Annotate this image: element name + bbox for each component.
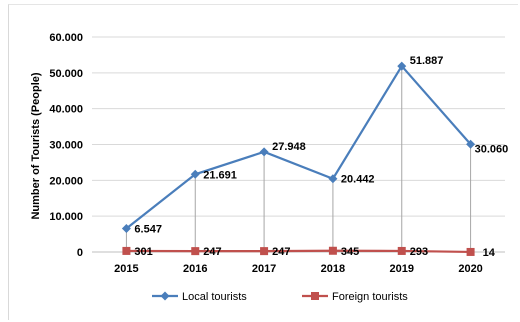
series-point xyxy=(466,139,476,149)
x-tick-label: 2016 xyxy=(183,263,207,275)
legend: Local tourists Foreign tourists xyxy=(152,291,408,303)
legend-marker xyxy=(311,292,319,300)
data-label: 21.691 xyxy=(203,169,237,181)
data-label: 27.948 xyxy=(272,141,306,153)
x-tick-label: 2020 xyxy=(458,263,482,275)
data-label: 51.887 xyxy=(410,55,444,67)
y-axis-label: Number of Tourists (People) xyxy=(30,72,42,219)
y-tick-label: 50.000 xyxy=(49,68,83,80)
x-tick-label: 2019 xyxy=(390,263,414,275)
series-point xyxy=(190,169,200,179)
series-point xyxy=(397,61,407,71)
series-point xyxy=(466,247,475,256)
data-label: 20.442 xyxy=(341,174,375,186)
series-point xyxy=(121,224,131,234)
data-label: 247 xyxy=(203,246,221,258)
y-tick-label: 20.000 xyxy=(49,175,83,187)
y-tick-label: 0 xyxy=(77,247,83,259)
chart-frame xyxy=(8,4,518,320)
data-label: 293 xyxy=(410,246,428,258)
legend-marker xyxy=(160,291,170,301)
x-tick-label: 2015 xyxy=(114,263,138,275)
y-tick-label: 30.000 xyxy=(49,140,83,152)
series-line xyxy=(126,249,471,254)
drop-lines xyxy=(125,66,472,252)
y-tick-label: 40.000 xyxy=(49,104,83,116)
series-point xyxy=(259,147,269,157)
data-label: 14 xyxy=(483,247,496,259)
y-axis-ticks: 0 10.000 20.000 30.000 40.000 50.000 60.000 xyxy=(49,32,83,259)
series-point xyxy=(191,247,200,256)
legend-label: Local tourists xyxy=(182,291,247,303)
series-point xyxy=(122,246,131,255)
series-point xyxy=(328,246,337,255)
series-layer xyxy=(121,61,476,256)
series-point xyxy=(397,246,406,255)
legend-label: Foreign tourists xyxy=(332,291,408,303)
data-label: 247 xyxy=(272,246,290,258)
data-label: 301 xyxy=(134,246,152,258)
data-label: 345 xyxy=(341,246,359,258)
x-axis-ticks: 2015 2016 2017 2018 2019 2020 xyxy=(114,263,483,275)
x-tick-label: 2017 xyxy=(252,263,276,275)
data-labels: 6.547 21.691 27.948 20.442 51.887 30.060 301 24… xyxy=(134,55,508,259)
x-tick-label: 2018 xyxy=(321,263,345,275)
y-tick-label: 60.000 xyxy=(49,32,83,44)
series-point xyxy=(260,247,269,256)
series-point xyxy=(328,174,338,184)
series-line xyxy=(125,64,472,230)
data-label: 30.060 xyxy=(475,143,509,155)
y-tick-label: 10.000 xyxy=(49,211,83,223)
data-label: 6.547 xyxy=(134,224,162,236)
